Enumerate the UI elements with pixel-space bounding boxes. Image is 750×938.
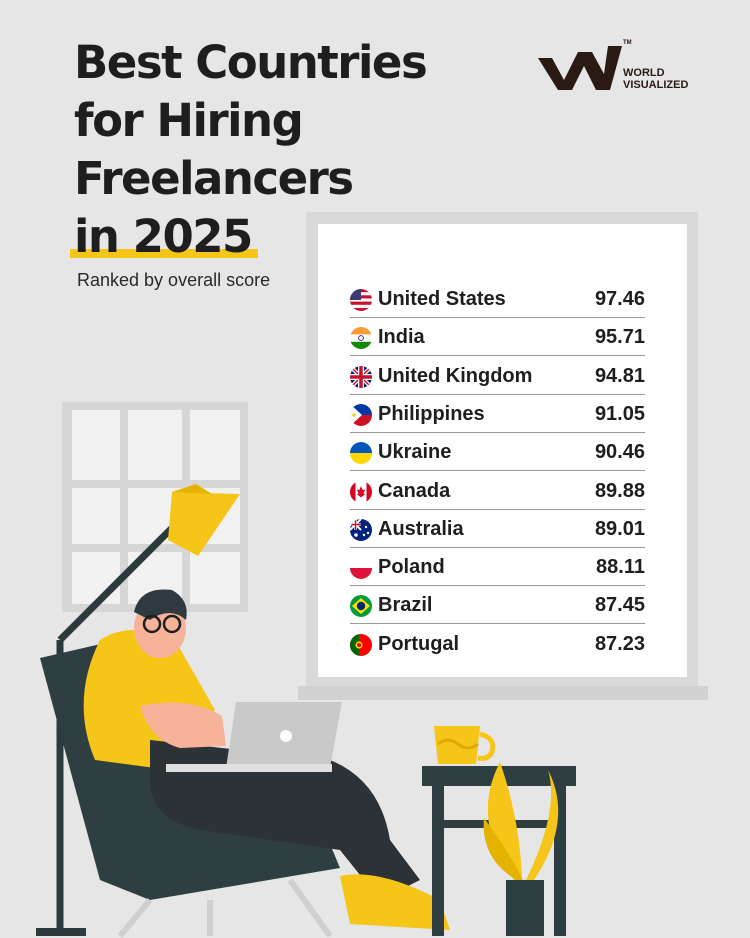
brand-name-line-1: WORLD: [623, 67, 665, 79]
country-name: Portugal: [378, 632, 460, 655]
ranking-table: United States 97.46 India 95.71 United Kingd…: [318, 224, 687, 677]
flag-gb-icon: [350, 365, 372, 388]
table-row: Canada 89.88: [350, 472, 645, 510]
trademark-mark: TM: [623, 40, 632, 46]
potted-plant: [483, 762, 559, 936]
country-score: 94.81: [594, 364, 645, 387]
table-row: India 95.71: [350, 318, 645, 357]
country-name: United States: [378, 288, 506, 310]
page-title: Best Countries for Hiring Freelancers in…: [70, 34, 534, 266]
country-score: 88.11: [596, 556, 645, 579]
country-name: Australia: [378, 517, 464, 540]
table-row: United States 97.46: [350, 280, 645, 318]
flag-br-icon: [350, 595, 372, 618]
table-row: United Kingdom 94.81: [350, 357, 645, 395]
table-row: Brazil 87.45: [350, 586, 645, 625]
country-score: 91.05: [594, 402, 645, 425]
brand-name-line-2: VISUALIZED: [623, 79, 689, 91]
subtitle: Ranked by overall score: [77, 270, 271, 290]
country-score: 89.01: [594, 517, 645, 540]
brand-name: WORLD VISUALIZED: [623, 67, 688, 91]
flag-pt-icon: [350, 633, 372, 656]
person: [83, 589, 450, 930]
country-score: 90.46: [594, 441, 645, 464]
title-line-4: in 2025: [70, 208, 258, 266]
country-score: 89.88: [594, 479, 645, 502]
flag-ua-icon: [350, 442, 372, 465]
country-name: Philippines: [378, 402, 485, 425]
flag-ph-icon: [350, 403, 372, 426]
country-name: Ukraine: [378, 441, 452, 464]
country-name: Poland: [378, 556, 445, 579]
flag-us-icon: [350, 289, 372, 311]
table-row: Portugal 87.23: [350, 625, 645, 663]
shelf: [298, 686, 708, 700]
title-line-2: for Hiring: [74, 94, 304, 147]
country-name: Canada: [378, 479, 451, 502]
table-row: Ukraine 90.46: [350, 433, 645, 472]
country-name: United Kingdom: [378, 364, 533, 387]
coffee-cup: [434, 726, 496, 764]
country-score: 95.71: [594, 326, 645, 349]
country-score: 87.23: [594, 632, 645, 655]
flag-ca-icon: [350, 480, 372, 503]
flag-pl-icon: [350, 557, 372, 580]
brand-logo: TM WORLD VISUALIZED: [538, 40, 708, 96]
laptop: [166, 702, 342, 772]
flag-in-icon: [350, 327, 372, 350]
title-line-1: Best Countries: [74, 36, 428, 89]
country-name: India: [378, 326, 425, 349]
country-name: Brazil: [378, 594, 433, 617]
country-score: 87.45: [594, 594, 645, 617]
flag-au-icon: [350, 518, 372, 541]
table-row: Poland 88.11: [350, 548, 645, 587]
country-score: 97.46: [594, 288, 645, 310]
title-line-3: Freelancers: [74, 152, 354, 205]
world-visualized-logo-icon: [538, 46, 622, 90]
table-row: Australia 89.01: [350, 510, 645, 548]
table-row: Philippines 91.05: [350, 395, 645, 433]
